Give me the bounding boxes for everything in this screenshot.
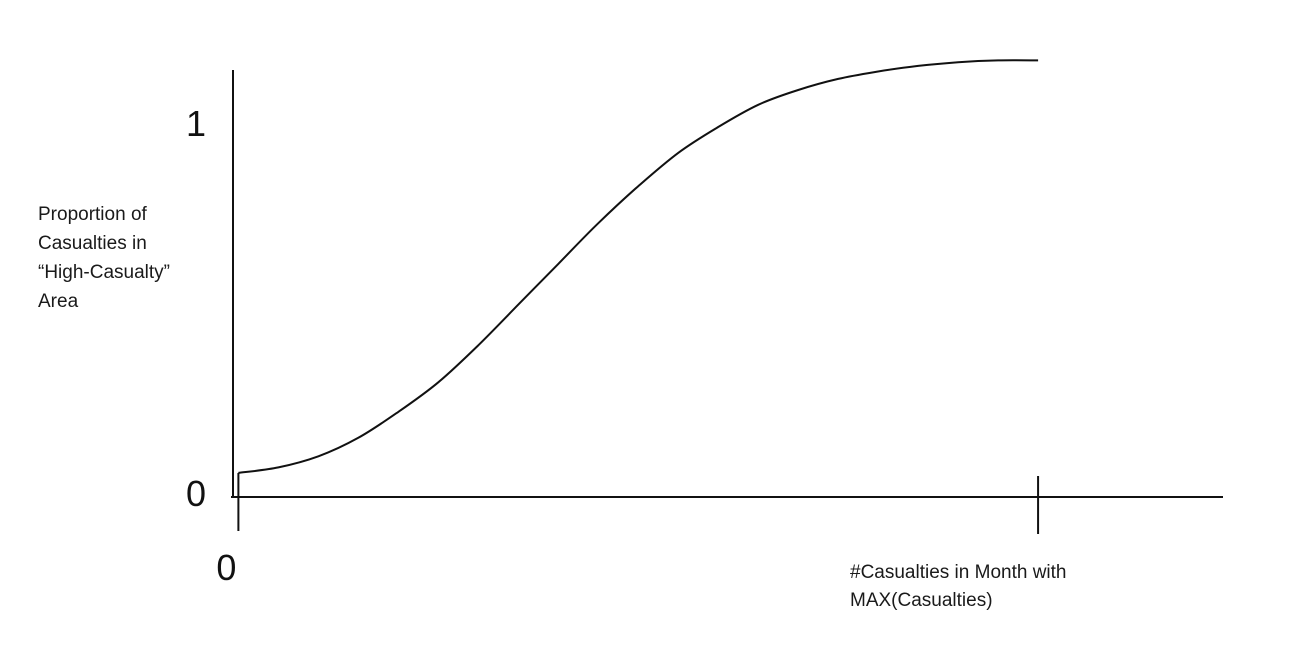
x-axis-label-line: MAX(Casualties) xyxy=(850,590,993,611)
series-line xyxy=(238,59,1039,474)
y-axis-label-line: Casualties in xyxy=(38,233,147,254)
y-tick-label: 1 xyxy=(186,103,206,144)
series xyxy=(238,59,1039,474)
y-tick-label: 0 xyxy=(186,473,206,514)
x-axis-label: #Casualties in Month with MAX(Casualties… xyxy=(850,559,1230,615)
ticks: 0 1 0 xyxy=(186,103,1040,588)
y-axis-label: Proportion of Casualties in “High-Casual… xyxy=(38,200,238,316)
y-axis-label-line: Area xyxy=(38,291,79,312)
x-tick-label: 0 xyxy=(216,547,236,588)
y-axis-label-line: Proportion of xyxy=(38,204,147,225)
x-axis-label-line: #Casualties in Month with xyxy=(850,562,1067,583)
y-axis-label-line: “High-Casualty” xyxy=(38,262,170,283)
